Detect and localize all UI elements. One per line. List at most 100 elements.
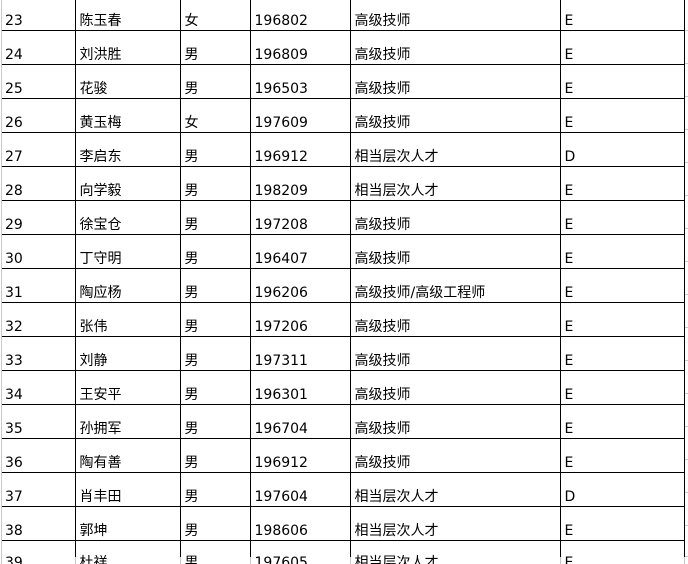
cell-rownum[interactable]: 33 [2, 336, 76, 371]
cell-rownum[interactable]: 32 [2, 302, 76, 337]
cell-rownum[interactable]: 23 [2, 0, 76, 31]
cell-title[interactable]: 高级技师 [349, 98, 561, 133]
cell-gender[interactable]: 男 [179, 234, 251, 269]
cell-grade[interactable]: E [559, 200, 685, 235]
cell-grade[interactable]: E [559, 540, 685, 564]
cell-rownum[interactable]: 26 [2, 98, 76, 133]
cell-yearmonth[interactable]: 196802 [249, 0, 351, 31]
cell-gender[interactable]: 男 [179, 404, 251, 439]
cell-grade[interactable]: E [559, 166, 685, 201]
cell-gender[interactable]: 男 [179, 506, 251, 541]
cell-name[interactable]: 张伟 [74, 302, 181, 337]
cell-yearmonth[interactable]: 196407 [249, 234, 351, 269]
cell-title[interactable]: 高级技师 [349, 0, 561, 31]
cell-title[interactable]: 相当层次人才 [349, 506, 561, 541]
cell-name[interactable]: 花骏 [74, 64, 181, 99]
cell-yearmonth[interactable]: 197208 [249, 200, 351, 235]
cell-yearmonth[interactable]: 198606 [249, 506, 351, 541]
cell-yearmonth[interactable]: 196912 [249, 438, 351, 473]
cell-grade[interactable]: E [559, 30, 685, 65]
cell-name[interactable]: 孙拥军 [74, 404, 181, 439]
cell-name[interactable]: 李启东 [74, 132, 181, 167]
cell-gender[interactable]: 男 [179, 30, 251, 65]
cell-gender[interactable]: 男 [179, 336, 251, 371]
cell-rownum[interactable]: 36 [2, 438, 76, 473]
cell-grade[interactable]: E [559, 0, 685, 31]
cell-title[interactable]: 高级技师 [349, 234, 561, 269]
cell-gender[interactable]: 男 [179, 200, 251, 235]
cell-title[interactable]: 高级技师 [349, 302, 561, 337]
cell-yearmonth[interactable]: 196503 [249, 64, 351, 99]
cell-grade[interactable]: E [559, 438, 685, 473]
cell-gender[interactable]: 男 [179, 472, 251, 507]
cell-rownum[interactable]: 29 [2, 200, 76, 235]
cell-gender[interactable]: 女 [179, 98, 251, 133]
cell-gender[interactable]: 男 [179, 370, 251, 405]
cell-gender[interactable]: 女 [179, 0, 251, 31]
cell-grade[interactable]: D [559, 132, 685, 167]
cell-name[interactable]: 徐宝仓 [74, 200, 181, 235]
cell-title[interactable]: 相当层次人才 [349, 166, 561, 201]
cell-name[interactable]: 陈玉春 [74, 0, 181, 31]
cell-grade[interactable]: E [559, 98, 685, 133]
cell-rownum[interactable]: 24 [2, 30, 76, 65]
cell-yearmonth[interactable]: 197604 [249, 472, 351, 507]
cell-name[interactable]: 王安平 [74, 370, 181, 405]
cell-title[interactable]: 相当层次人才 [349, 132, 561, 167]
cell-title[interactable]: 高级技师 [349, 336, 561, 371]
cell-gender[interactable]: 男 [179, 268, 251, 303]
cell-rownum[interactable]: 27 [2, 132, 76, 167]
cell-title[interactable]: 高级技师 [349, 30, 561, 65]
cell-gender[interactable]: 男 [179, 302, 251, 337]
cell-yearmonth[interactable]: 196809 [249, 30, 351, 65]
cell-rownum[interactable]: 35 [2, 404, 76, 439]
cell-title[interactable]: 相当层次人才 [349, 472, 561, 507]
cell-title[interactable]: 高级技师/高级工程师 [349, 268, 561, 303]
cell-yearmonth[interactable]: 197605 [249, 540, 351, 564]
cell-name[interactable]: 丁守明 [74, 234, 181, 269]
cell-title[interactable]: 高级技师 [349, 438, 561, 473]
cell-rownum[interactable]: 30 [2, 234, 76, 269]
cell-name[interactable]: 向学毅 [74, 166, 181, 201]
cell-rownum[interactable]: 25 [2, 64, 76, 99]
cell-gender[interactable]: 男 [179, 64, 251, 99]
cell-gender[interactable]: 男 [179, 438, 251, 473]
cell-yearmonth[interactable]: 197311 [249, 336, 351, 371]
cell-title[interactable]: 高级技师 [349, 404, 561, 439]
cell-title[interactable]: 高级技师 [349, 64, 561, 99]
cell-grade[interactable]: E [559, 268, 685, 303]
cell-grade[interactable]: E [559, 506, 685, 541]
cell-rownum[interactable]: 38 [2, 506, 76, 541]
cell-grade[interactable]: E [559, 302, 685, 337]
cell-name[interactable]: 陶应杨 [74, 268, 181, 303]
cell-yearmonth[interactable]: 196301 [249, 370, 351, 405]
cell-yearmonth[interactable]: 197206 [249, 302, 351, 337]
cell-yearmonth[interactable]: 196206 [249, 268, 351, 303]
cell-name[interactable]: 陶有善 [74, 438, 181, 473]
cell-gender[interactable]: 男 [179, 132, 251, 167]
cell-name[interactable]: 肖丰田 [74, 472, 181, 507]
cell-grade[interactable]: E [559, 370, 685, 405]
cell-title[interactable]: 高级技师 [349, 200, 561, 235]
cell-rownum[interactable]: 31 [2, 268, 76, 303]
cell-name[interactable]: 郭坤 [74, 506, 181, 541]
cell-yearmonth[interactable]: 197609 [249, 98, 351, 133]
cell-rownum[interactable]: 28 [2, 166, 76, 201]
cell-yearmonth[interactable]: 196912 [249, 132, 351, 167]
cell-name[interactable]: 杜祥 [74, 540, 181, 564]
cell-rownum[interactable]: 34 [2, 370, 76, 405]
cell-yearmonth[interactable]: 196704 [249, 404, 351, 439]
cell-grade[interactable]: E [559, 64, 685, 99]
cell-grade[interactable]: E [559, 404, 685, 439]
cell-title[interactable]: 相当层次人才 [349, 540, 561, 564]
cell-gender[interactable]: 男 [179, 166, 251, 201]
cell-name[interactable]: 刘静 [74, 336, 181, 371]
cell-rownum[interactable]: 39 [2, 540, 76, 564]
cell-grade[interactable]: E [559, 234, 685, 269]
cell-yearmonth[interactable]: 198209 [249, 166, 351, 201]
cell-name[interactable]: 刘洪胜 [74, 30, 181, 65]
cell-rownum[interactable]: 37 [2, 472, 76, 507]
cell-title[interactable]: 高级技师 [349, 370, 561, 405]
cell-grade[interactable]: E [559, 336, 685, 371]
cell-gender[interactable]: 男 [179, 540, 251, 564]
